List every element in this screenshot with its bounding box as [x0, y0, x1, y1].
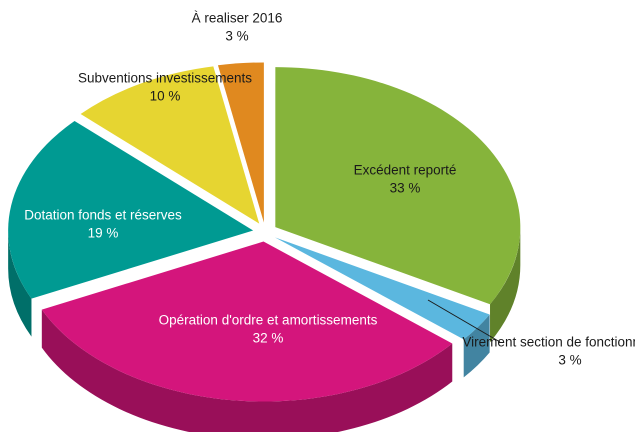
slice-label: Subventions investissements	[78, 71, 252, 86]
slice-label: Virement section de fonctionnement	[462, 335, 635, 350]
slice	[275, 67, 521, 305]
slice	[80, 66, 260, 224]
slice-value-label: 3 %	[225, 29, 248, 44]
slice-sides	[8, 227, 521, 432]
slice-value-label: 3 %	[558, 353, 581, 368]
slice-label: Excédent reporté	[354, 163, 457, 178]
slice-side	[490, 227, 521, 343]
slice-value-label: 10 %	[150, 89, 181, 104]
slice	[41, 241, 453, 402]
slice-value-label: 32 %	[253, 331, 284, 346]
slice	[217, 62, 264, 223]
slice-label: Opération d'ordre et amortissements	[159, 313, 378, 328]
slice-label: À realiser 2016	[192, 11, 283, 26]
slice-label: Dotation fonds et réserves	[24, 208, 182, 223]
slice-side	[41, 309, 453, 432]
slice-value-label: 33 %	[390, 181, 421, 196]
slice	[8, 120, 254, 299]
leader-line	[427, 299, 501, 343]
slice	[274, 237, 490, 340]
slice-side	[8, 230, 32, 337]
slice-tops	[8, 62, 521, 402]
slice-side	[463, 314, 490, 378]
slice-value-label: 19 %	[88, 226, 119, 241]
